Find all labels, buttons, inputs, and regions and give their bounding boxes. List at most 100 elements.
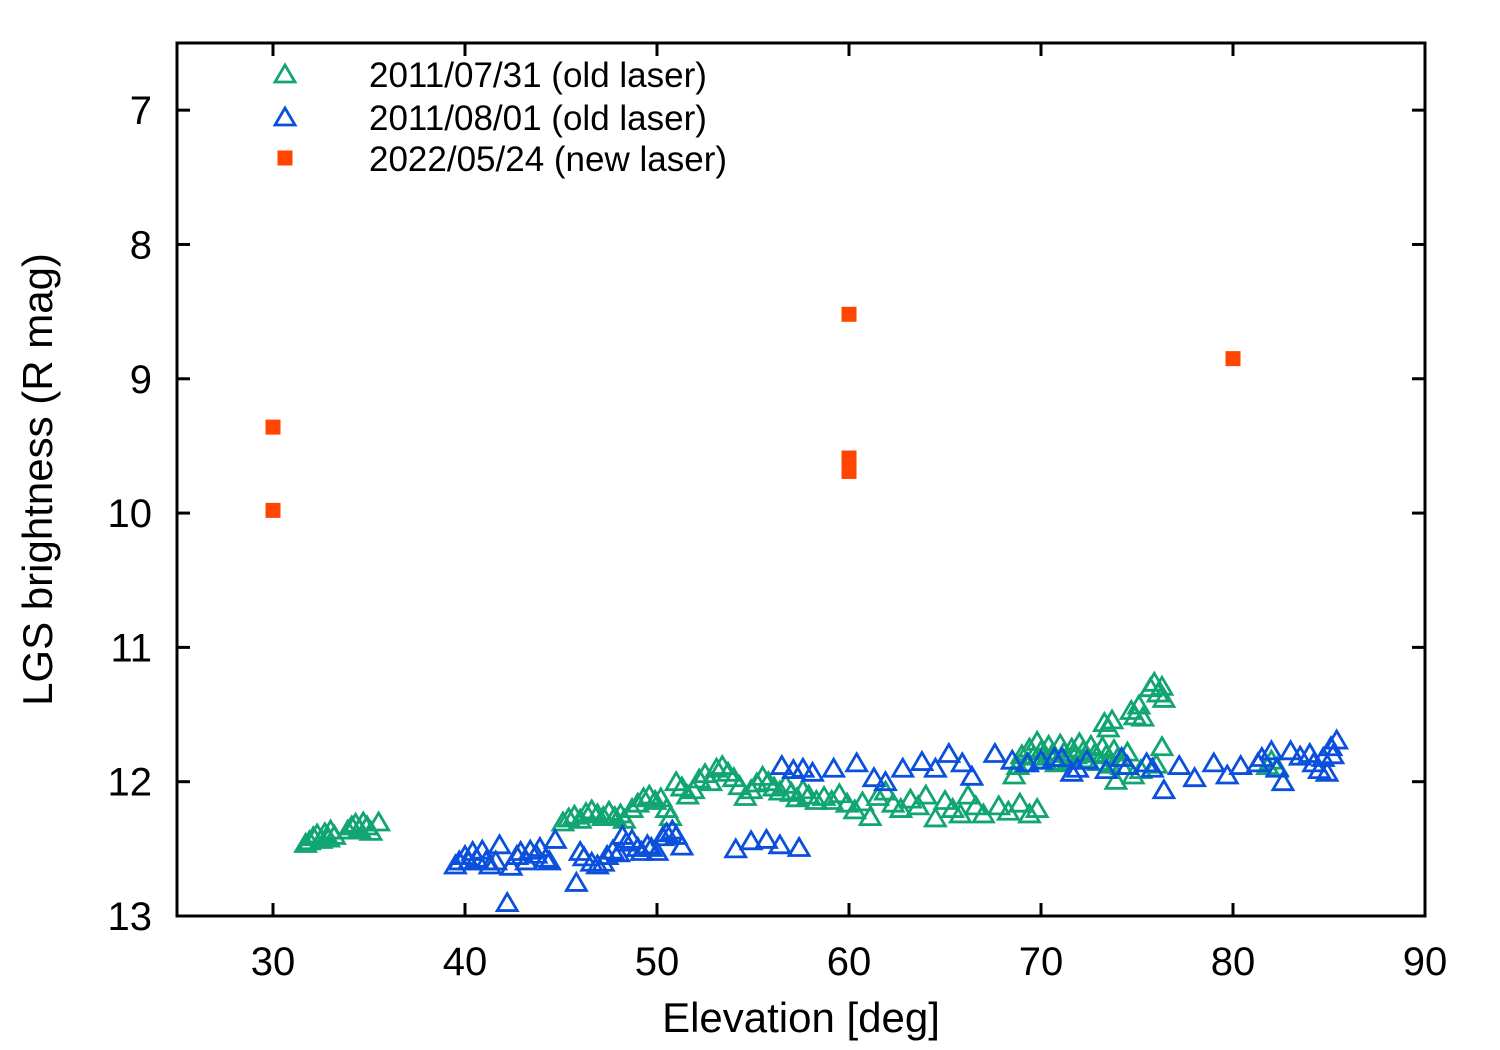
data-point-triangle — [986, 794, 1012, 816]
data-point-triangle — [819, 788, 845, 810]
y-tick-label: 8 — [130, 223, 152, 267]
series-1 — [442, 728, 1350, 912]
data-point-triangle — [767, 779, 793, 801]
data-point-triangle — [963, 794, 989, 816]
data-point-triangle — [366, 810, 392, 832]
data-point-triangle — [573, 800, 599, 822]
y-tick-label: 10 — [108, 492, 153, 536]
data-point-triangle — [487, 833, 513, 855]
data-point-triangle — [513, 849, 539, 871]
axis-ticks: 30 40 50 60 70 80 90 7 8 9 10 11 12 13 — [108, 43, 1448, 984]
data-point-triangle — [1151, 686, 1177, 708]
data-point-square — [841, 463, 857, 479]
legend-label: 2011/08/01 (old laser) — [369, 99, 707, 138]
data-point-triangle — [1049, 745, 1075, 767]
data-point-triangle — [732, 784, 758, 806]
data-point-triangle — [542, 827, 568, 849]
data-point-square — [265, 419, 281, 435]
data-point-triangle — [272, 62, 298, 84]
data-point-triangle — [727, 773, 753, 796]
data-point-triangle — [955, 783, 981, 805]
data-point-triangle — [897, 787, 923, 809]
data-point-triangle — [629, 839, 655, 861]
legend: 2011/07/31 (old laser) 2011/08/01 (old la… — [272, 56, 727, 179]
x-tick-label: 70 — [1019, 940, 1064, 984]
data-point-triangle — [1310, 745, 1336, 767]
data-point-triangle — [1320, 743, 1346, 765]
data-point-triangle — [606, 841, 632, 863]
data-point-triangle — [959, 764, 985, 786]
data-point-triangle — [533, 846, 559, 868]
y-tick-label: 9 — [130, 358, 152, 402]
x-tick-label: 80 — [1211, 940, 1256, 984]
data-point-square — [1225, 351, 1241, 367]
data-point-triangle — [1074, 748, 1100, 770]
x-tick-label: 60 — [827, 940, 872, 984]
data-point-triangle — [769, 753, 795, 775]
series-2 — [265, 306, 1241, 518]
data-point-triangle — [826, 782, 852, 804]
data-point-triangle — [738, 829, 764, 851]
data-points — [265, 306, 1350, 912]
data-point-triangle — [1270, 769, 1296, 792]
data-point-square — [277, 150, 293, 166]
data-point-triangle — [1314, 760, 1340, 782]
data-point-triangle — [1017, 802, 1042, 824]
data-point-triangle — [1007, 791, 1033, 813]
data-point-triangle — [1324, 728, 1350, 750]
data-point-triangle — [936, 741, 962, 763]
data-point-triangle — [861, 765, 887, 788]
data-point-triangle — [1201, 751, 1227, 773]
data-point-triangle — [681, 777, 706, 800]
data-point-triangle — [1166, 753, 1192, 775]
data-point-triangle — [704, 756, 729, 778]
data-point-triangle — [999, 748, 1025, 770]
data-point-triangle — [1139, 756, 1165, 778]
data-point-triangle — [669, 834, 695, 856]
data-point-triangle — [1114, 753, 1140, 775]
x-tick-label: 90 — [1403, 940, 1448, 984]
data-point-triangle — [517, 838, 543, 860]
data-point-triangle — [648, 786, 674, 808]
data-point-triangle — [1149, 735, 1175, 757]
data-point-triangle — [579, 798, 605, 820]
data-point-triangle — [1151, 777, 1177, 800]
data-point-triangle — [786, 835, 812, 857]
data-point-triangle — [905, 794, 931, 816]
data-point-triangle — [272, 105, 298, 127]
data-point-triangle — [1024, 796, 1050, 818]
data-point-triangle — [1093, 757, 1119, 780]
data-point-square — [841, 450, 857, 466]
x-tick-label: 30 — [251, 940, 296, 984]
data-point-triangle — [1287, 744, 1313, 766]
data-point-triangle — [790, 756, 816, 778]
data-point-triangle — [498, 854, 524, 876]
data-point-triangle — [686, 767, 712, 789]
data-point-triangle — [753, 827, 779, 849]
data-point-triangle — [949, 751, 975, 773]
data-point-triangle — [922, 806, 948, 828]
data-point-triangle — [698, 769, 724, 792]
legend-item: 2011/08/01 (old laser) — [272, 99, 707, 138]
data-point-triangle — [1182, 765, 1208, 788]
data-point-triangle — [494, 890, 520, 912]
data-point-triangle — [913, 783, 939, 805]
data-point-triangle — [873, 769, 898, 792]
data-point-triangle — [644, 839, 670, 861]
data-point-triangle — [619, 796, 645, 818]
x-tick-label: 40 — [443, 940, 488, 984]
data-point-triangle — [642, 788, 668, 810]
data-point-triangle — [1130, 705, 1156, 727]
data-point-triangle — [1028, 748, 1054, 770]
data-point-triangle — [638, 835, 664, 857]
data-point-triangle — [922, 756, 948, 778]
data-point-triangle — [909, 749, 935, 771]
data-point-triangle — [982, 741, 1008, 763]
data-point-triangle — [1059, 760, 1085, 782]
data-point-triangle — [844, 751, 870, 773]
data-point-square — [265, 502, 281, 518]
y-tick-label: 13 — [108, 895, 153, 939]
data-point-triangle — [1228, 753, 1254, 775]
legend-item: 2011/07/31 (old laser) — [272, 56, 707, 95]
data-point-triangle — [890, 756, 916, 778]
